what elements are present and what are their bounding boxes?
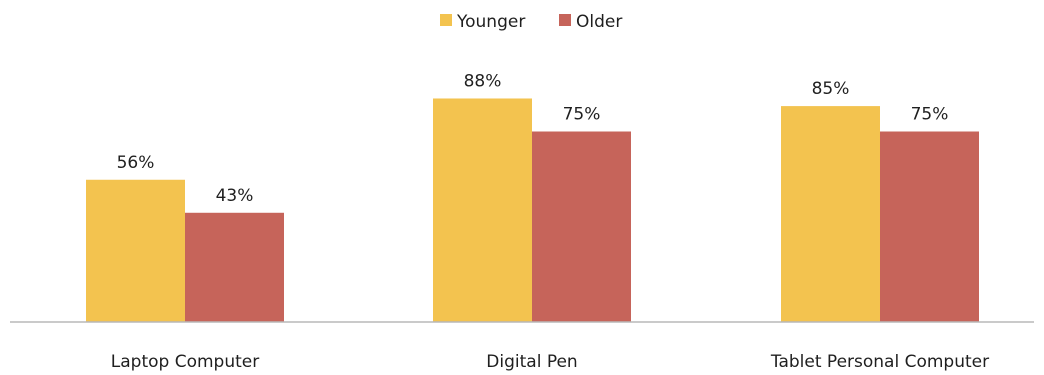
bar-younger-digital-pen xyxy=(433,98,532,322)
data-label-younger-tablet-personal-computer: 85% xyxy=(812,79,850,99)
legend-label-younger: Younger xyxy=(456,12,525,32)
legend: Younger Older xyxy=(440,12,622,32)
x-tick-label: Tablet Personal Computer xyxy=(770,352,989,372)
bar-younger-tablet-personal-computer xyxy=(781,106,880,322)
bars-group xyxy=(86,98,979,322)
legend-label-older: Older xyxy=(576,12,622,32)
x-tick-label: Digital Pen xyxy=(486,352,577,372)
data-label-older-tablet-personal-computer: 75% xyxy=(911,105,949,125)
data-label-older-digital-pen: 75% xyxy=(563,105,601,125)
data-label-older-laptop-computer: 43% xyxy=(216,186,254,206)
bar-older-tablet-personal-computer xyxy=(880,131,979,322)
data-label-younger-digital-pen: 88% xyxy=(464,71,502,91)
x-tick-labels-group: Laptop Computer Digital Pen Tablet Persona… xyxy=(111,352,989,372)
x-tick-label: Laptop Computer xyxy=(111,352,259,372)
bar-younger-laptop-computer xyxy=(86,179,185,322)
data-labels-group: 56% 43% 88% 75% 85% 75% xyxy=(117,71,949,205)
bar-older-laptop-computer xyxy=(185,212,284,322)
bar-older-digital-pen xyxy=(532,131,631,322)
legend-swatch-older xyxy=(559,14,571,26)
legend-swatch-younger xyxy=(440,14,452,26)
data-label-younger-laptop-computer: 56% xyxy=(117,153,155,173)
